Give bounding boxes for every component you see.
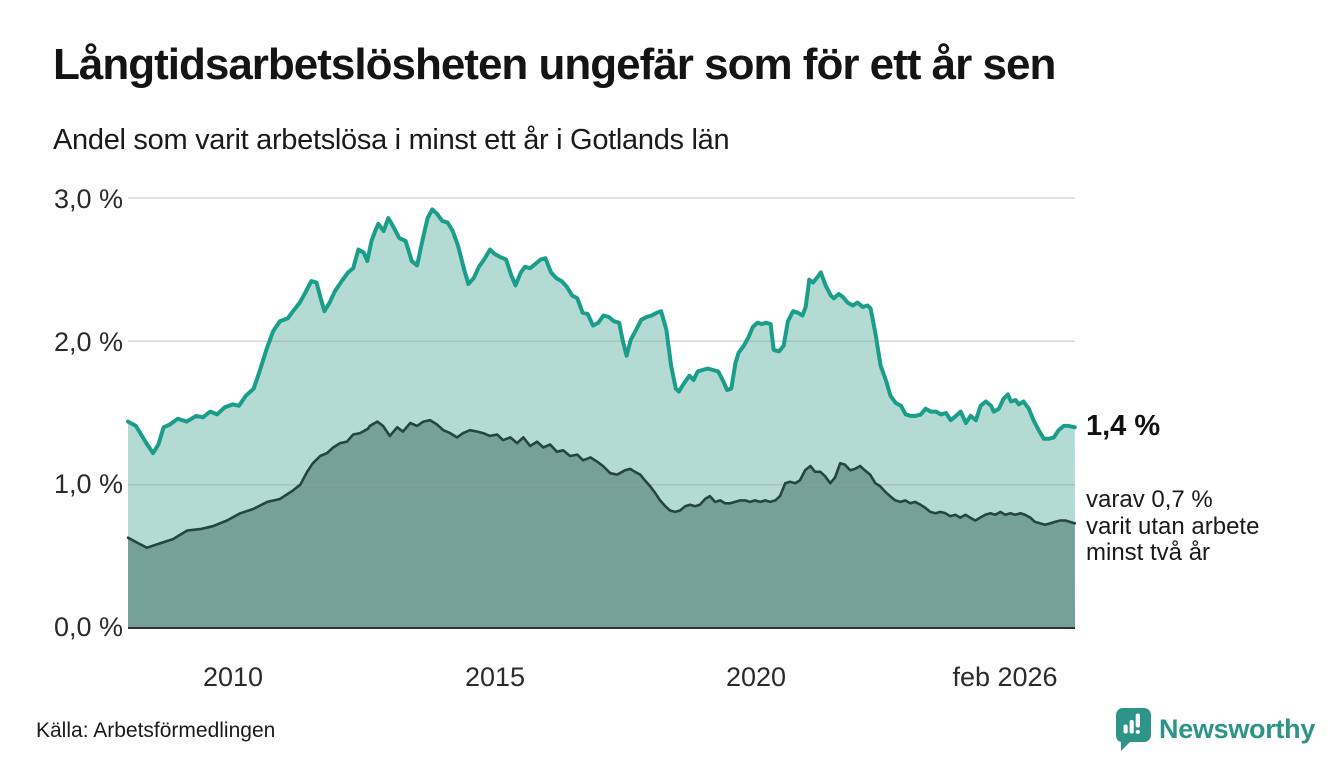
series-line-1: [126, 418, 1077, 549]
x-axis-tick-2010: 2010: [202, 662, 264, 692]
series-line-0: [126, 207, 1077, 456]
newsworthy-logo-text: Newsworthy: [1159, 713, 1316, 744]
page-title: Långtidsarbetslösheten ungefär som för e…: [53, 40, 1056, 89]
chart-subtitle: Andel som varit arbetslösa i minst ett å…: [53, 124, 730, 156]
exclamation-bar: [1135, 713, 1140, 728]
newsworthy-logo-icon: [1116, 708, 1151, 751]
newsworthy-logo: Newsworthy: [1113, 706, 1315, 752]
x-axis-tick-2020: 2020: [725, 662, 787, 692]
bar-chart-bar-2: [1129, 720, 1134, 734]
latest-value-label: 1,4 %: [1086, 410, 1161, 442]
y-axis-tick-3: 3,0 %: [53, 184, 123, 214]
exclamation-dot: [1135, 730, 1140, 734]
secondary-series-note: varav 0,7 % varit utan arbete minst två …: [1086, 486, 1260, 566]
x-axis-tick-2015: 2015: [464, 662, 526, 692]
bar-chart-bar-1: [1123, 724, 1128, 734]
source-caption: Källa: Arbetsförmedlingen: [36, 719, 276, 742]
y-axis-tick-2: 2,0 %: [53, 327, 123, 357]
y-axis-tick-1: 1,0 %: [53, 469, 123, 499]
x-axis-tick-feb2026: feb 2026: [952, 662, 1058, 692]
y-axis-tick-0: 0,0 %: [53, 612, 123, 642]
